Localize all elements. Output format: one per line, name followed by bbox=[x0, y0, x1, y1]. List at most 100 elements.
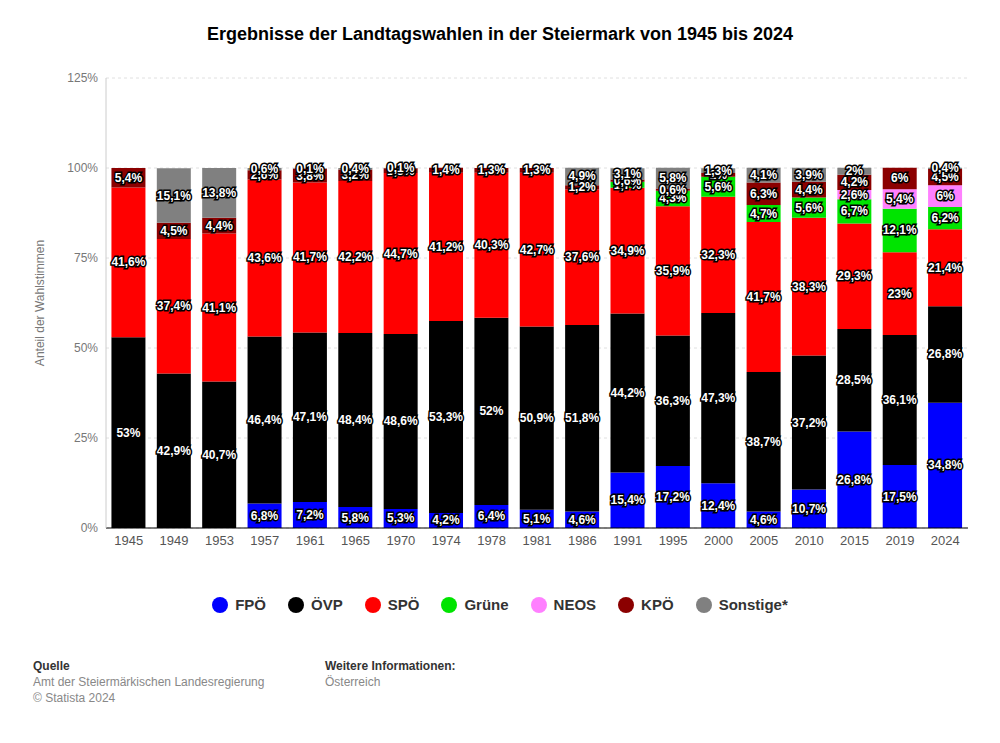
svg-text:5,1%: 5,1% bbox=[523, 512, 551, 526]
svg-text:5,4%: 5,4% bbox=[886, 192, 914, 206]
svg-text:6,4%: 6,4% bbox=[478, 509, 506, 523]
svg-text:1965: 1965 bbox=[341, 533, 370, 548]
svg-text:4,2%: 4,2% bbox=[432, 513, 460, 527]
svg-text:6,3%: 6,3% bbox=[750, 187, 778, 201]
svg-text:42,2%: 42,2% bbox=[338, 250, 372, 264]
svg-text:40,3%: 40,3% bbox=[474, 238, 508, 252]
svg-text:4,1%: 4,1% bbox=[750, 168, 778, 182]
svg-text:4,6%: 4,6% bbox=[750, 513, 778, 527]
svg-text:1991: 1991 bbox=[613, 533, 642, 548]
svg-text:41,7%: 41,7% bbox=[747, 290, 781, 304]
svg-text:13,8%: 13,8% bbox=[202, 186, 236, 200]
svg-text:52%: 52% bbox=[479, 404, 503, 418]
svg-text:0,4%: 0,4% bbox=[342, 162, 370, 176]
svg-text:32,3%: 32,3% bbox=[701, 248, 735, 262]
svg-text:41,6%: 41,6% bbox=[111, 255, 145, 269]
svg-text:6,7%: 6,7% bbox=[841, 204, 869, 218]
svg-text:4,4%: 4,4% bbox=[795, 183, 823, 197]
svg-text:2024: 2024 bbox=[931, 533, 960, 548]
svg-text:5,4%: 5,4% bbox=[115, 171, 143, 185]
svg-text:47,1%: 47,1% bbox=[293, 410, 327, 424]
svg-text:1,3%: 1,3% bbox=[705, 164, 733, 178]
svg-text:37,4%: 37,4% bbox=[157, 299, 191, 313]
svg-text:100%: 100% bbox=[67, 161, 98, 175]
svg-text:43,6%: 43,6% bbox=[248, 251, 282, 265]
svg-text:48,4%: 48,4% bbox=[338, 413, 372, 427]
svg-text:51,8%: 51,8% bbox=[565, 411, 599, 425]
svg-text:1953: 1953 bbox=[205, 533, 234, 548]
svg-text:26,8%: 26,8% bbox=[928, 347, 962, 361]
svg-text:36,1%: 36,1% bbox=[883, 393, 917, 407]
svg-text:3,1%: 3,1% bbox=[614, 167, 642, 181]
svg-text:2015: 2015 bbox=[840, 533, 869, 548]
svg-text:2,6%: 2,6% bbox=[841, 188, 869, 202]
svg-text:2000: 2000 bbox=[704, 533, 733, 548]
svg-text:40,7%: 40,7% bbox=[202, 448, 236, 462]
svg-text:15,4%: 15,4% bbox=[610, 493, 644, 507]
svg-text:1981: 1981 bbox=[523, 533, 552, 548]
svg-text:1961: 1961 bbox=[296, 533, 325, 548]
svg-text:12,4%: 12,4% bbox=[701, 499, 735, 513]
svg-text:1949: 1949 bbox=[160, 533, 189, 548]
svg-text:50,9%: 50,9% bbox=[520, 411, 554, 425]
svg-text:29,3%: 29,3% bbox=[837, 269, 871, 283]
svg-text:50%: 50% bbox=[74, 341, 98, 355]
svg-text:42,9%: 42,9% bbox=[157, 444, 191, 458]
svg-text:37,6%: 37,6% bbox=[565, 250, 599, 264]
svg-text:5,6%: 5,6% bbox=[795, 201, 823, 215]
svg-text:1978: 1978 bbox=[477, 533, 506, 548]
svg-text:3,9%: 3,9% bbox=[795, 168, 823, 182]
svg-text:6%: 6% bbox=[936, 189, 954, 203]
svg-text:42,7%: 42,7% bbox=[520, 243, 554, 257]
svg-text:7,2%: 7,2% bbox=[296, 508, 324, 522]
svg-text:0,4%: 0,4% bbox=[931, 161, 959, 175]
svg-text:2010: 2010 bbox=[795, 533, 824, 548]
svg-text:35,9%: 35,9% bbox=[656, 264, 690, 278]
svg-text:6,2%: 6,2% bbox=[931, 211, 959, 225]
svg-text:41,1%: 41,1% bbox=[202, 301, 236, 315]
svg-text:48,6%: 48,6% bbox=[384, 414, 418, 428]
svg-text:34,9%: 34,9% bbox=[610, 244, 644, 258]
svg-text:4,5%: 4,5% bbox=[160, 224, 188, 238]
svg-text:0%: 0% bbox=[81, 521, 99, 535]
svg-text:4,9%: 4,9% bbox=[568, 169, 596, 183]
svg-text:28,5%: 28,5% bbox=[837, 373, 871, 387]
svg-text:2005: 2005 bbox=[749, 533, 778, 548]
svg-text:44,7%: 44,7% bbox=[384, 247, 418, 261]
svg-text:1995: 1995 bbox=[659, 533, 688, 548]
svg-text:5,8%: 5,8% bbox=[342, 511, 370, 525]
svg-text:26,8%: 26,8% bbox=[837, 473, 871, 487]
svg-text:2%: 2% bbox=[846, 164, 864, 178]
svg-text:6%: 6% bbox=[891, 171, 909, 185]
svg-text:1,3%: 1,3% bbox=[478, 163, 506, 177]
svg-text:4,4%: 4,4% bbox=[206, 219, 234, 233]
svg-text:44,2%: 44,2% bbox=[610, 386, 644, 400]
svg-text:1,3%: 1,3% bbox=[523, 163, 551, 177]
svg-text:46,4%: 46,4% bbox=[248, 413, 282, 427]
svg-text:17,5%: 17,5% bbox=[883, 490, 917, 504]
svg-text:1974: 1974 bbox=[432, 533, 461, 548]
svg-text:34,8%: 34,8% bbox=[928, 458, 962, 472]
svg-text:0,1%: 0,1% bbox=[296, 162, 324, 176]
svg-text:53,3%: 53,3% bbox=[429, 410, 463, 424]
svg-text:1970: 1970 bbox=[386, 533, 415, 548]
svg-text:47,3%: 47,3% bbox=[701, 391, 735, 405]
svg-text:75%: 75% bbox=[74, 251, 98, 265]
svg-text:5,3%: 5,3% bbox=[387, 511, 415, 525]
svg-text:41,7%: 41,7% bbox=[293, 250, 327, 264]
svg-text:2019: 2019 bbox=[885, 533, 914, 548]
svg-text:10,7%: 10,7% bbox=[792, 502, 826, 516]
svg-text:1945: 1945 bbox=[114, 533, 143, 548]
svg-text:0,1%: 0,1% bbox=[387, 161, 415, 175]
svg-text:125%: 125% bbox=[67, 71, 98, 85]
svg-text:38,7%: 38,7% bbox=[747, 435, 781, 449]
svg-text:1986: 1986 bbox=[568, 533, 597, 548]
svg-text:53%: 53% bbox=[116, 426, 140, 440]
svg-text:1957: 1957 bbox=[250, 533, 279, 548]
svg-text:17,2%: 17,2% bbox=[656, 490, 690, 504]
svg-text:Anteil der Wahlstimmen: Anteil der Wahlstimmen bbox=[33, 240, 47, 366]
svg-text:38,3%: 38,3% bbox=[792, 280, 826, 294]
svg-text:41,2%: 41,2% bbox=[429, 240, 463, 254]
svg-text:12,1%: 12,1% bbox=[883, 223, 917, 237]
svg-text:1,4%: 1,4% bbox=[432, 163, 460, 177]
